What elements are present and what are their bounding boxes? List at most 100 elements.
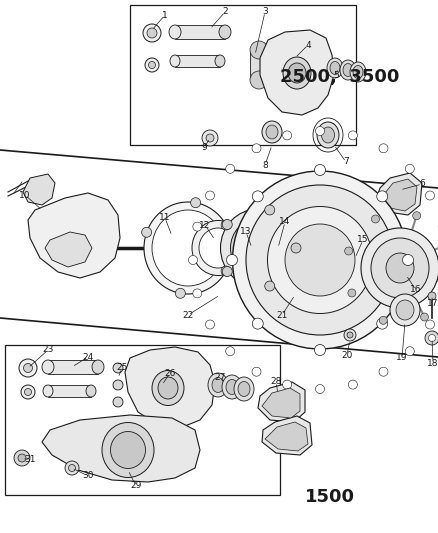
Text: 5: 5: [333, 70, 339, 79]
Ellipse shape: [42, 360, 54, 374]
Circle shape: [371, 215, 379, 223]
Polygon shape: [260, 30, 334, 115]
Circle shape: [252, 144, 261, 153]
Text: 17: 17: [427, 298, 438, 308]
Ellipse shape: [233, 171, 407, 349]
Ellipse shape: [152, 370, 184, 406]
Circle shape: [193, 289, 202, 298]
Text: 23: 23: [42, 345, 54, 354]
Text: 16: 16: [410, 286, 422, 295]
Circle shape: [345, 247, 353, 255]
Ellipse shape: [238, 382, 250, 397]
Bar: [5, 345, 280, 495]
Polygon shape: [265, 422, 308, 451]
Circle shape: [314, 165, 325, 175]
Text: 22: 22: [182, 311, 194, 319]
Ellipse shape: [247, 199, 343, 297]
Ellipse shape: [350, 62, 366, 82]
Bar: [130, 5, 356, 145]
Text: 6: 6: [419, 180, 425, 189]
Text: 27: 27: [214, 374, 226, 383]
Ellipse shape: [242, 231, 274, 265]
Circle shape: [206, 134, 214, 142]
Circle shape: [405, 164, 414, 173]
Circle shape: [428, 292, 436, 300]
Ellipse shape: [390, 294, 420, 326]
Ellipse shape: [208, 373, 228, 397]
Ellipse shape: [219, 25, 231, 39]
Circle shape: [188, 255, 198, 264]
Circle shape: [24, 364, 32, 373]
Circle shape: [25, 389, 32, 395]
Ellipse shape: [43, 385, 53, 397]
Ellipse shape: [86, 385, 96, 397]
Circle shape: [147, 28, 157, 38]
Circle shape: [283, 380, 292, 389]
Circle shape: [348, 289, 356, 297]
Circle shape: [348, 131, 357, 140]
Circle shape: [205, 320, 215, 329]
Ellipse shape: [327, 58, 343, 78]
Circle shape: [252, 367, 261, 376]
Ellipse shape: [102, 423, 154, 478]
Polygon shape: [258, 382, 305, 422]
Circle shape: [291, 243, 301, 253]
Text: 15: 15: [357, 236, 369, 245]
Text: 31: 31: [24, 456, 36, 464]
Text: 8: 8: [262, 160, 268, 169]
Circle shape: [222, 220, 232, 230]
Text: 19: 19: [396, 353, 408, 362]
Ellipse shape: [386, 253, 414, 283]
Ellipse shape: [192, 221, 244, 276]
Circle shape: [148, 61, 155, 69]
Ellipse shape: [152, 210, 224, 286]
Ellipse shape: [283, 57, 311, 89]
Ellipse shape: [268, 206, 372, 313]
Text: 11: 11: [159, 214, 171, 222]
Ellipse shape: [343, 63, 353, 77]
Circle shape: [425, 320, 434, 329]
Text: 13: 13: [240, 228, 252, 237]
Text: 2: 2: [222, 7, 228, 17]
Ellipse shape: [199, 228, 237, 268]
Circle shape: [193, 222, 202, 231]
Circle shape: [425, 331, 438, 345]
Circle shape: [265, 281, 275, 291]
Text: 29: 29: [131, 481, 141, 490]
Ellipse shape: [371, 238, 429, 298]
Text: 18: 18: [427, 359, 438, 367]
Text: 4: 4: [305, 41, 311, 50]
Circle shape: [19, 359, 37, 377]
Circle shape: [21, 385, 35, 399]
Circle shape: [348, 380, 357, 389]
Text: 10: 10: [19, 190, 31, 199]
Ellipse shape: [340, 60, 356, 80]
Ellipse shape: [256, 208, 334, 288]
Circle shape: [145, 58, 159, 72]
Circle shape: [221, 266, 231, 276]
Circle shape: [403, 254, 413, 265]
Ellipse shape: [215, 55, 225, 67]
Ellipse shape: [92, 360, 104, 374]
Ellipse shape: [330, 61, 340, 75]
Circle shape: [377, 191, 388, 202]
Circle shape: [252, 191, 263, 202]
Ellipse shape: [396, 300, 414, 320]
Circle shape: [379, 144, 388, 153]
Text: 9: 9: [201, 143, 207, 152]
Circle shape: [252, 318, 263, 329]
Ellipse shape: [317, 122, 339, 148]
Circle shape: [113, 363, 123, 373]
Circle shape: [344, 329, 356, 341]
Circle shape: [175, 288, 185, 298]
Circle shape: [202, 130, 218, 146]
Ellipse shape: [266, 125, 278, 139]
Ellipse shape: [288, 63, 306, 83]
Circle shape: [226, 164, 235, 173]
Circle shape: [68, 464, 75, 472]
Ellipse shape: [220, 209, 296, 287]
Ellipse shape: [361, 228, 438, 308]
Polygon shape: [376, 173, 422, 215]
Text: 24: 24: [82, 352, 94, 361]
Polygon shape: [28, 193, 120, 278]
